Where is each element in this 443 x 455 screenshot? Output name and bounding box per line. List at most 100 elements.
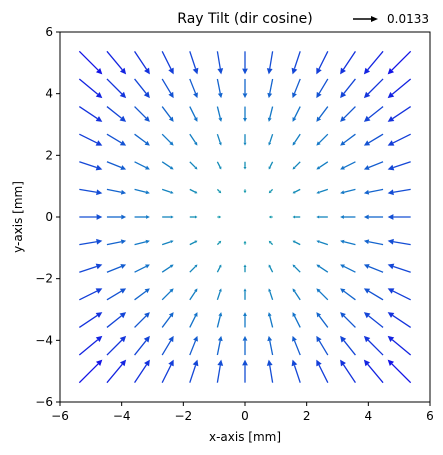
x-tick-label: 2 bbox=[303, 409, 311, 423]
quiver-arrow bbox=[134, 161, 150, 170]
quiver-arrow bbox=[316, 51, 329, 75]
quiver-arrow bbox=[161, 106, 174, 122]
quiver-arrow bbox=[134, 133, 150, 146]
y-tick-label: −6 bbox=[35, 395, 53, 409]
quiver-arrow bbox=[189, 359, 199, 383]
quiver-arrow bbox=[106, 106, 127, 122]
quiver-arrow bbox=[216, 288, 222, 301]
quiver-arrow bbox=[134, 312, 150, 328]
x-axis-ticks: −6 −4 −2 0 2 4 6 bbox=[51, 402, 434, 423]
x-tick-label: 0 bbox=[241, 409, 249, 423]
quiver-arrow bbox=[316, 106, 329, 122]
quiver-arrow bbox=[340, 106, 356, 122]
quiver-arrow bbox=[363, 312, 384, 328]
quiver-arrow bbox=[161, 359, 174, 383]
quiver-arrow bbox=[268, 215, 273, 219]
y-tick-label: 4 bbox=[45, 87, 53, 101]
quiver-arrow bbox=[243, 312, 247, 328]
quiver-arrow bbox=[79, 214, 103, 220]
quiver-arrow bbox=[134, 264, 150, 273]
quiver-arrow bbox=[363, 50, 384, 75]
quiver-arrow bbox=[387, 188, 411, 196]
quiver-arrow bbox=[292, 264, 301, 273]
y-tick-label: −2 bbox=[35, 272, 53, 286]
quiver-arrow bbox=[106, 133, 127, 146]
quiver-arrow bbox=[79, 133, 103, 146]
quiver-arrow bbox=[387, 106, 412, 122]
quiver-arrow bbox=[316, 335, 329, 356]
quiver-arrow bbox=[106, 50, 127, 75]
quiver-arrow bbox=[340, 264, 356, 273]
quiver-arrow bbox=[106, 335, 127, 356]
quiver-arrow bbox=[268, 240, 274, 246]
quiver-arrow bbox=[242, 359, 248, 383]
quiver-arrow bbox=[189, 133, 198, 146]
quiver-arrow bbox=[78, 335, 103, 356]
y-tick-label: 6 bbox=[45, 25, 53, 39]
quiver-arrow bbox=[79, 288, 103, 301]
quiver-arrow bbox=[243, 106, 247, 122]
quiver-arrow bbox=[189, 161, 198, 170]
quiver-arrow bbox=[292, 161, 301, 170]
quiver-arrow bbox=[134, 78, 150, 99]
quiver-arrow bbox=[387, 263, 411, 273]
x-tick-label: −4 bbox=[113, 409, 131, 423]
quiver-arrow bbox=[316, 264, 329, 273]
quiver-arrow bbox=[363, 288, 384, 301]
x-tick-label: −6 bbox=[51, 409, 69, 423]
x-tick-label: 4 bbox=[365, 409, 373, 423]
quiver-arrow bbox=[216, 264, 222, 273]
quiver-arrow bbox=[243, 288, 247, 300]
quiver-arrow bbox=[316, 161, 329, 170]
quiver-arrow bbox=[268, 188, 274, 194]
quiver-arrow bbox=[161, 240, 174, 246]
quiver-arrow bbox=[267, 78, 274, 99]
quiver-arrow bbox=[340, 312, 356, 328]
quiver-arrow bbox=[161, 51, 174, 75]
quiver-arrow bbox=[363, 214, 384, 220]
quiver-arrow bbox=[340, 239, 356, 246]
quiver-arrow bbox=[78, 106, 103, 122]
quiver-arrow bbox=[316, 188, 329, 194]
quiver-arrow bbox=[292, 312, 301, 328]
quiver-arrow bbox=[161, 161, 174, 170]
quiver-arrow bbox=[106, 264, 127, 273]
quiver-arrow bbox=[268, 161, 274, 170]
quiver-arrow bbox=[79, 238, 103, 246]
quiver-arrow bbox=[161, 133, 174, 146]
quiver-arrow bbox=[216, 51, 224, 75]
quiver-arrow bbox=[340, 78, 356, 99]
quiver-arrow bbox=[363, 106, 384, 122]
quiver-arrow bbox=[216, 188, 222, 194]
quiver-arrow bbox=[243, 189, 247, 194]
quiver-arrow bbox=[242, 335, 248, 356]
quiver-arrow bbox=[189, 51, 199, 75]
quiver-arrow bbox=[189, 106, 198, 122]
quiver-arrow bbox=[316, 240, 329, 246]
quiver-arrow bbox=[316, 215, 328, 219]
quiver-arrow bbox=[316, 288, 329, 301]
quiver-arrow bbox=[161, 312, 174, 328]
quiver-arrow bbox=[161, 188, 174, 194]
quiver-arrow bbox=[387, 161, 411, 171]
quiver-arrow bbox=[189, 264, 198, 273]
quiver-arrow bbox=[243, 134, 247, 146]
quiver-arrow bbox=[340, 215, 356, 219]
quiver-arrow bbox=[216, 240, 222, 246]
quiver-arrow bbox=[134, 359, 150, 384]
quiver-arrow bbox=[106, 188, 127, 195]
quiver-arrow bbox=[387, 50, 412, 75]
quiver-arrow bbox=[161, 288, 174, 301]
quiver-arrow bbox=[189, 78, 198, 99]
quiver-arrow bbox=[134, 335, 150, 356]
quiver-arrow bbox=[291, 359, 301, 383]
quiver-arrow bbox=[340, 335, 356, 356]
quiver-arrow bbox=[363, 161, 384, 170]
quiver-arrow bbox=[292, 288, 301, 301]
quiver-arrow bbox=[106, 161, 127, 170]
quiver-arrow bbox=[316, 133, 329, 146]
quiver-arrow bbox=[291, 51, 301, 75]
quiver-arrow bbox=[106, 359, 127, 384]
quiver-arrow bbox=[216, 161, 222, 170]
quiver-arrow bbox=[363, 188, 384, 195]
